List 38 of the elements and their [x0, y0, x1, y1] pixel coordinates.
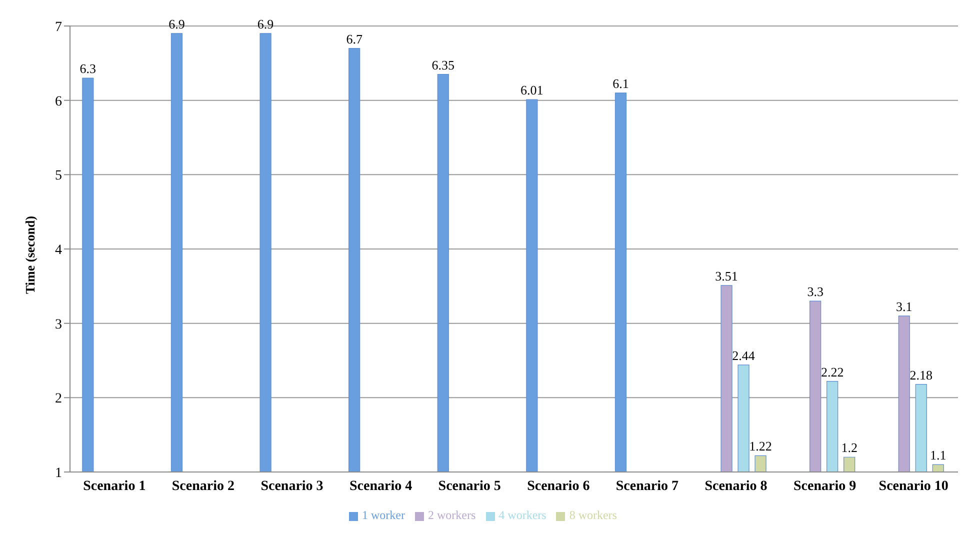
x-tick-label: Scenario 3 [260, 478, 324, 494]
x-tick-label: Scenario 7 [616, 478, 679, 494]
x-tick-label: Scenario 8 [704, 478, 768, 494]
x-tick-label: Scenario 9 [793, 478, 856, 494]
x-tick-label: Scenario 4 [349, 478, 412, 494]
x-tick-label: Scenario 10 [878, 478, 948, 494]
y-tick-label: 1 [55, 466, 62, 481]
data-label: 6.9 [257, 16, 274, 32]
x-tick-label: Scenario 6 [527, 478, 590, 494]
x-tick-label: Scenario 2 [172, 478, 235, 494]
data-label: 2.18 [910, 367, 933, 382]
data-label: 6.1 [612, 76, 629, 91]
data-label: 1.22 [749, 438, 772, 454]
data-label: 6.7 [346, 31, 363, 46]
x-tick-label: Scenario 5 [438, 478, 501, 494]
legend-label: 4 workers [498, 508, 546, 522]
y-tick-label: 5 [55, 168, 62, 184]
data-label: 6.3 [80, 61, 96, 76]
y-tick-label: 6 [55, 94, 62, 110]
legend-label: 8 workers [569, 508, 617, 522]
data-label: 6.01 [520, 82, 544, 98]
data-label: 3.3 [807, 284, 824, 300]
data-label: 3.51 [715, 268, 738, 284]
data-label: 2.44 [732, 348, 756, 363]
data-label: 3.1 [896, 298, 912, 314]
y-tick-label: 3 [55, 317, 62, 332]
data-label: 6.35 [432, 57, 455, 72]
data-label: 2.22 [820, 364, 844, 380]
data-label: 6.9 [168, 16, 185, 32]
legend-label: 1 worker [362, 508, 405, 522]
data-label: 1.2 [841, 440, 858, 456]
legend-label: 2 workers [428, 508, 476, 522]
y-tick-label: 2 [55, 392, 62, 407]
y-axis-title: Time (second) [22, 216, 38, 294]
data-label: 1.1 [930, 448, 946, 463]
y-tick-label: 7 [55, 20, 62, 35]
x-tick-label: Scenario 1 [83, 478, 146, 494]
y-tick-label: 4 [55, 242, 62, 258]
